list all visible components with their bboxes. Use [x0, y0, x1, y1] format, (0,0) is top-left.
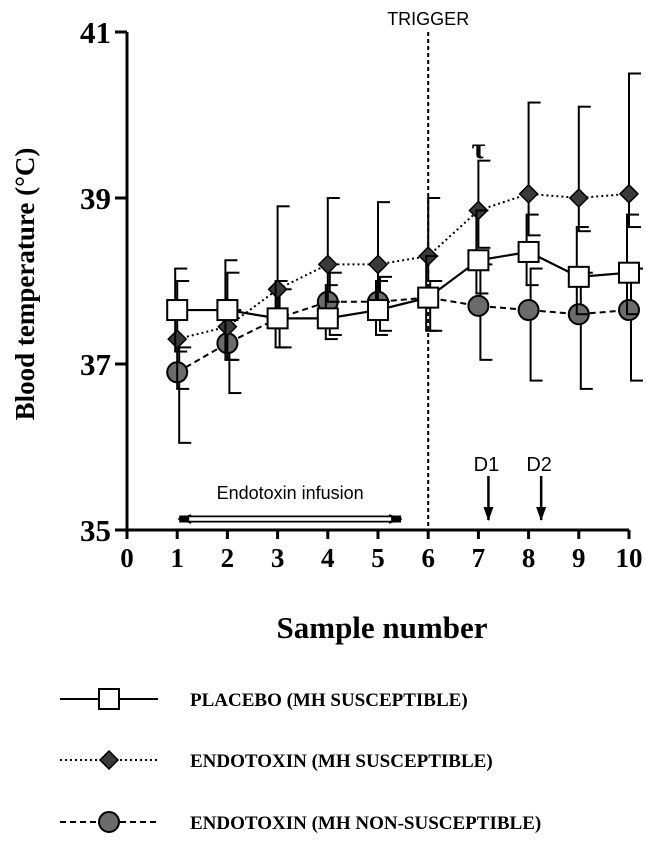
series-0: [166, 209, 640, 361]
series-line: [176, 192, 630, 341]
legend-label: ENDOTOXIN (MH SUSCEPTIBLE): [190, 751, 493, 772]
legend-marker: [98, 749, 120, 771]
y-axis-title: Blood temperature (°C): [10, 148, 40, 421]
x-tick-label: 10: [616, 543, 643, 573]
data-point: [568, 187, 589, 209]
y-tick-label: 41: [80, 15, 111, 50]
data-point: [618, 261, 640, 284]
x-axis-title: Sample number: [277, 610, 488, 645]
series-line: [176, 296, 630, 374]
x-tick-label: 4: [321, 543, 335, 573]
x-ticks: 0 1 2 3 4 5 6 7 8 9 10: [120, 530, 643, 573]
data-point: [517, 299, 540, 322]
y-tick-label: 37: [80, 347, 111, 382]
series-2: [166, 263, 643, 444]
trigger-label: TRIGGER: [387, 9, 469, 29]
data-point: [567, 265, 590, 288]
infusion-label: Endotoxin infusion: [217, 483, 364, 503]
tau-symbol: τ: [471, 132, 485, 165]
data-point: [367, 254, 389, 275]
legend-label: ENDOTOXIN (MH NON-SUSCEPTIBLE): [190, 813, 541, 834]
x-tick-label: 6: [421, 543, 435, 573]
x-tick-label: 9: [572, 543, 586, 573]
x-tick-label: 3: [271, 543, 285, 573]
data-point: [417, 286, 440, 309]
data-point: [518, 183, 539, 204]
y-ticks: 35 37 39 41: [80, 15, 127, 548]
data-point: [267, 279, 288, 300]
x-tick-label: 1: [170, 543, 184, 573]
x-tick-label: 8: [522, 543, 536, 573]
legend-marker: [98, 688, 120, 710]
data-point: [166, 299, 189, 322]
data-point: [467, 249, 490, 272]
data-point: [316, 307, 339, 330]
data-point: [217, 316, 238, 337]
data-point: [266, 307, 289, 330]
d2-label: D2: [526, 454, 552, 476]
data-point: [216, 299, 239, 322]
data-point: [517, 240, 540, 263]
series-line: [177, 250, 630, 320]
x-tick-label: 2: [221, 543, 235, 573]
data-point: [467, 294, 490, 317]
d1-label: D1: [474, 454, 500, 476]
legend: PLACEBO (MH SUSCEPTIBLE) ENDOTOXIN (MH SU…: [60, 688, 541, 834]
data-point: [618, 183, 640, 204]
data-point: [367, 299, 389, 322]
x-tick-label: 5: [371, 543, 385, 573]
x-tick-label: 0: [120, 543, 134, 573]
data-point: [618, 299, 640, 322]
legend-label: PLACEBO (MH SUSCEPTIBLE): [190, 690, 468, 711]
data-point: [317, 254, 338, 275]
y-tick-label: 35: [80, 513, 111, 548]
series-layer: [166, 72, 643, 444]
y-tick-label: 39: [80, 181, 111, 216]
series-1: [167, 72, 641, 390]
data-point: [167, 329, 188, 350]
legend-marker: [98, 811, 120, 833]
x-tick-label: 7: [472, 543, 486, 573]
